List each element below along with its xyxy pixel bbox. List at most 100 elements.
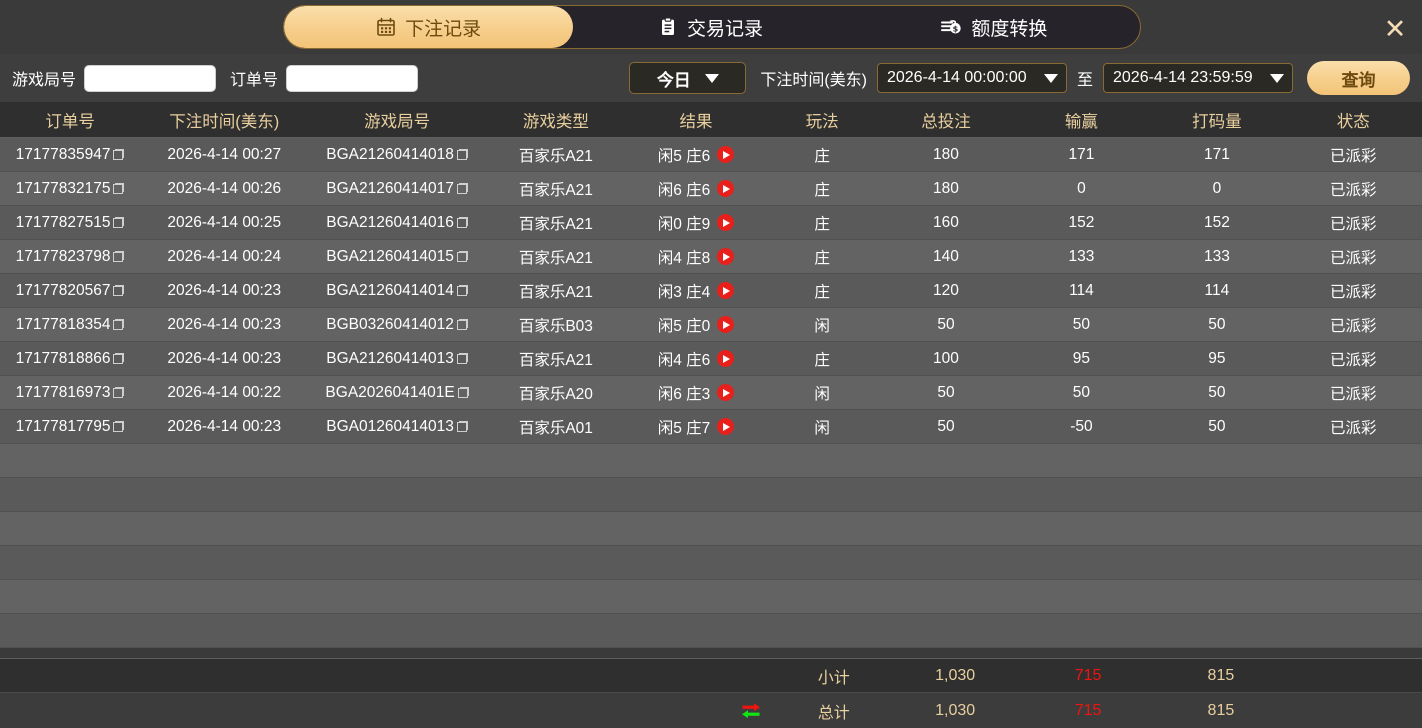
cell-game-type: 百家乐A21 [518, 283, 593, 301]
cell-order-no: 17177835947 [0, 146, 140, 164]
table-row[interactable]: 17177820567 2026-4-14 00:23 BGA21260414014… [0, 274, 1422, 308]
copy-icon[interactable] [456, 421, 468, 432]
table-row[interactable]: 17177817795 2026-4-14 00:23 BGA01260414013… [0, 410, 1422, 444]
cell-win-loss: 50 [1072, 383, 1091, 401]
cell-result: 闲4 庄8 [626, 246, 766, 268]
tab-credit-transfer[interactable]: $ 额度转换 [848, 6, 1140, 48]
table-row[interactable]: 17177827515 2026-4-14 00:25 BGA21260414016… [0, 206, 1422, 240]
table-row[interactable]: 17177835947 2026-4-14 00:27 BGA21260414018… [0, 138, 1422, 172]
copy-icon[interactable] [456, 251, 468, 262]
copy-icon[interactable] [113, 183, 125, 194]
cell-order-no: 17177823798 [0, 248, 140, 266]
table-row[interactable]: 17177818866 2026-4-14 00:23 BGA21260414013… [0, 342, 1422, 376]
tab-bar: 下注记录 交易记录 [283, 5, 1141, 49]
cell-win-loss: 152 [1068, 213, 1095, 231]
cell-status: 已派彩 [1330, 283, 1377, 301]
cell-total-bet: 180 [933, 179, 959, 197]
play-icon[interactable] [717, 418, 735, 435]
cell-status: 已派彩 [1330, 181, 1377, 199]
copy-icon[interactable] [456, 217, 468, 228]
result-text: 闲5 庄0 [657, 317, 711, 335]
game-round-text: BGA21260414016 [326, 213, 454, 231]
play-icon[interactable] [717, 214, 735, 231]
column-header-game-round: 游戏局号 [364, 112, 431, 131]
cell-game-type: 百家乐A21 [518, 249, 593, 267]
copy-icon[interactable] [456, 353, 468, 364]
copy-icon[interactable] [113, 353, 125, 364]
cell-result: 闲0 庄9 [626, 212, 766, 234]
tab-bet-records-label: 下注记录 [405, 18, 482, 40]
cell-order-no: 17177832175 [0, 180, 140, 198]
cell-order-no: 17177818866 [0, 350, 140, 368]
table-row[interactable]: 17177816973 2026-4-14 00:22 BGA2026041401E… [0, 376, 1422, 410]
cell-status: 已派彩 [1330, 147, 1377, 165]
cell-win-loss: -50 [1070, 417, 1093, 435]
game-round-text: BGA21260414018 [326, 145, 454, 163]
cell-order-no: 17177820567 [0, 282, 140, 300]
cell-wager: 50 [1208, 417, 1226, 435]
table-row-empty [0, 546, 1422, 580]
total-bet: 1,030 [935, 701, 976, 719]
cell-play-type: 闲 [814, 317, 830, 335]
cell-game-type: 百家乐B03 [518, 317, 593, 335]
copy-icon[interactable] [113, 217, 125, 228]
cell-status: 已派彩 [1330, 317, 1377, 335]
copy-icon[interactable] [456, 285, 468, 296]
game-round-text: BGB03260414012 [326, 315, 454, 333]
copy-icon[interactable] [113, 421, 125, 432]
cell-win-loss: 171 [1068, 145, 1095, 163]
copy-icon[interactable] [456, 319, 468, 330]
copy-icon[interactable] [113, 251, 125, 262]
play-icon[interactable] [717, 282, 735, 299]
copy-icon[interactable] [113, 149, 125, 160]
close-icon[interactable]: ✕ [1383, 13, 1407, 44]
table-row[interactable]: 17177818354 2026-4-14 00:23 BGB03260414012… [0, 308, 1422, 342]
cell-status: 已派彩 [1330, 351, 1377, 369]
play-icon[interactable] [717, 146, 735, 163]
cell-game-type: 百家乐A21 [518, 181, 593, 199]
cell-game-type: 百家乐A21 [518, 215, 593, 233]
table-row-empty [0, 478, 1422, 512]
game-round-input[interactable] [84, 64, 217, 92]
copy-icon[interactable] [113, 285, 125, 296]
order-no-input[interactable] [286, 64, 419, 92]
cell-status: 已派彩 [1330, 249, 1377, 267]
copy-icon[interactable] [113, 319, 125, 330]
exchange-arrows-icon[interactable] [738, 700, 764, 722]
table-header-row: 订单号 下注时间(美东) 游戏局号 游戏类型 结果 玩法 总投注 输赢 打码量 … [0, 102, 1422, 138]
tab-transaction-records[interactable]: 交易记录 [573, 6, 847, 48]
copy-icon[interactable] [456, 149, 468, 160]
cell-result: 闲5 庄6 [626, 144, 766, 166]
date-to-value: 2026-4-14 23:59:59 [1113, 69, 1253, 86]
cell-total-bet: 100 [933, 349, 959, 367]
filter-bar: 游戏局号 订单号 今日 下注时间(美东) 2026-4-14 00:00:00 … [0, 54, 1422, 102]
copy-icon[interactable] [113, 387, 125, 398]
table-row[interactable]: 17177832175 2026-4-14 00:26 BGA21260414017… [0, 172, 1422, 206]
date-preset-select[interactable]: 今日 [629, 62, 747, 94]
tab-bet-records[interactable]: 下注记录 [284, 6, 574, 48]
copy-icon[interactable] [456, 183, 468, 194]
play-icon[interactable] [717, 350, 735, 367]
cell-result: 闲5 庄7 [626, 416, 766, 438]
column-header-wager: 打码量 [1192, 112, 1242, 131]
copy-icon[interactable] [457, 387, 469, 398]
table-row[interactable]: 17177823798 2026-4-14 00:24 BGA21260414015… [0, 240, 1422, 274]
cell-game-round: BGA21260414013 [308, 350, 486, 368]
game-round-text: BGA21260414014 [326, 281, 454, 299]
table-footer: 小计 1,030 715 815 总计 1,030 715 [0, 658, 1422, 728]
play-icon[interactable] [717, 316, 735, 333]
date-from-input[interactable]: 2026-4-14 00:00:00 [876, 63, 1067, 93]
table-row-empty [0, 580, 1422, 614]
play-icon[interactable] [717, 384, 735, 401]
play-icon[interactable] [717, 248, 735, 265]
window-header: 下注记录 交易记录 [0, 0, 1422, 54]
cell-total-bet: 50 [937, 383, 955, 401]
tab-transaction-records-label: 交易记录 [687, 18, 764, 40]
date-to-input[interactable]: 2026-4-14 23:59:59 [1103, 63, 1293, 93]
cell-play-type: 庄 [814, 147, 830, 165]
query-button[interactable]: 查询 [1307, 61, 1410, 95]
cell-total-bet: 50 [937, 417, 955, 435]
play-icon[interactable] [717, 180, 735, 197]
calendar-icon [376, 17, 396, 37]
